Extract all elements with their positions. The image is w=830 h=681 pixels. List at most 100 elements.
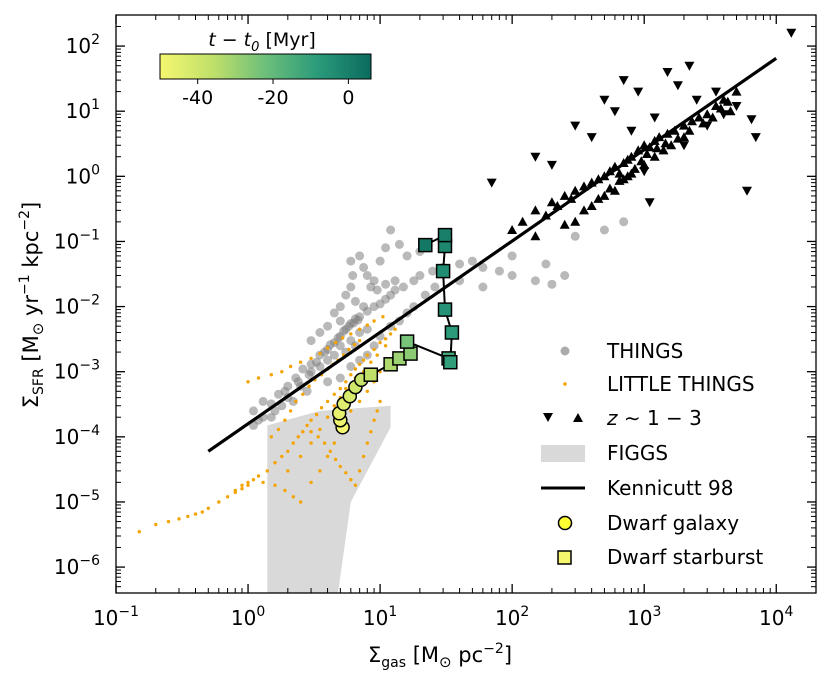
little-things-point	[365, 323, 369, 327]
little-things-point	[365, 389, 369, 393]
z13-up-triangle	[679, 132, 689, 142]
things-point	[323, 355, 333, 365]
things-point	[293, 377, 303, 387]
legend-marker-dwarf-galaxy	[557, 515, 573, 531]
z13-up-triangle	[702, 109, 713, 119]
colorbar-ticks-layer: -40 -20 0	[182, 79, 354, 109]
little-things-point	[357, 327, 362, 331]
little-things-point	[365, 441, 369, 445]
legend-item-dwarf-starburst: Dwarf starburst	[557, 545, 763, 569]
little-things-point	[319, 406, 324, 410]
z13-up-triangle	[546, 197, 557, 207]
things-point	[346, 282, 356, 292]
z13-up-triangle	[609, 185, 620, 195]
little-things-point	[375, 353, 379, 357]
little-things-point	[361, 454, 366, 459]
z13-up-triangle	[687, 116, 697, 126]
little-things-point	[301, 392, 305, 396]
little-things-point	[365, 353, 369, 357]
little-things-point	[372, 347, 376, 352]
things-point	[428, 266, 438, 276]
z13-down-triangle	[586, 133, 597, 143]
legend-item-little-things: LITTLE THINGS	[563, 372, 755, 396]
z13-up-triangle	[599, 190, 610, 200]
things-point	[415, 271, 425, 280]
z13-up-triangle	[593, 193, 604, 203]
kennicutt-line	[207, 56, 778, 453]
little-things-point	[375, 409, 379, 413]
z13-up-triangle	[660, 138, 671, 148]
z13-down-triangle	[570, 121, 581, 131]
little-things-point	[338, 386, 342, 391]
little-things-point	[256, 376, 261, 380]
things-point	[315, 328, 325, 337]
things-point	[507, 251, 517, 261]
z13-down-triangle	[633, 87, 644, 97]
z13-down-triangle	[599, 95, 610, 105]
y-tick-label: 10−5	[54, 488, 100, 514]
little-things-point	[206, 506, 210, 510]
legend-marker-things	[560, 346, 570, 356]
little-things-point	[166, 519, 171, 524]
y-ticks-layer: 10−6 10−5 10−4 10−3 10−2 10−1 100 101 102	[54, 25, 816, 588]
things-point	[386, 225, 396, 235]
things-point	[362, 324, 372, 334]
little-things-point	[314, 412, 319, 417]
things-point	[350, 296, 360, 306]
things-point	[355, 328, 365, 337]
little-things-point	[349, 478, 353, 482]
legend-label-little-things: LITTLE THINGS	[607, 372, 755, 396]
y-tick-label: 10−4	[54, 423, 100, 449]
little-things-point	[309, 430, 313, 434]
legend-item-figgs: FIGGS	[541, 441, 668, 465]
z13-down-triangle	[546, 160, 557, 170]
little-things-point	[233, 490, 237, 495]
legend: THINGS LITTLE THINGS z ∼ 1 − 3 FIGGS Ken…	[541, 339, 763, 569]
z13-down-triangle	[742, 186, 752, 196]
little-things-point	[357, 338, 362, 343]
plot-frame	[115, 14, 817, 594]
little-things-point	[225, 495, 230, 499]
things-point	[341, 290, 351, 300]
little-things-point	[357, 362, 362, 366]
things-point	[599, 225, 609, 235]
things-point	[467, 256, 477, 266]
little-things-point	[305, 423, 309, 428]
colorbar: t − t0 [Myr] -40 -20 0	[159, 29, 372, 109]
y-tick-label: 101	[66, 97, 100, 123]
things-point	[306, 336, 316, 346]
z13-up-triangle	[684, 125, 695, 135]
z13-up-triangle	[698, 118, 709, 128]
little-things-point	[256, 474, 261, 478]
colorbar-tick-label: -40	[182, 87, 213, 109]
little-things-point	[381, 315, 385, 319]
little-things-point	[309, 441, 313, 445]
legend-label-kennicutt: Kennicutt 98	[607, 476, 734, 500]
x-tick-label: 104	[759, 604, 793, 630]
little-things-point	[246, 483, 250, 487]
things-point	[355, 251, 365, 261]
little-things-point	[340, 336, 345, 340]
z13-up-triangle	[604, 183, 615, 193]
z13-down-triangle	[731, 102, 742, 111]
z13-down-triangle	[486, 178, 497, 188]
things-point	[619, 217, 629, 227]
things-point	[455, 259, 465, 269]
things-point	[329, 308, 339, 318]
z13-down-triangle	[639, 167, 650, 177]
little-things-point	[325, 415, 330, 419]
dwarf-starburst-point	[443, 354, 458, 370]
figgs-layer	[267, 405, 391, 593]
things-point	[478, 282, 488, 292]
little-things-point	[154, 522, 158, 527]
z13-up-triangle	[559, 190, 570, 200]
little-things-point	[318, 469, 322, 473]
x-tick-label: 102	[495, 604, 529, 630]
z13-up-triangle	[722, 96, 733, 106]
little-things-point	[383, 344, 388, 348]
little-things-point	[265, 469, 269, 473]
z13-up-triangle	[614, 175, 625, 185]
things-point	[270, 406, 280, 416]
z13-up-triangle	[649, 151, 660, 161]
things-point	[323, 321, 333, 331]
